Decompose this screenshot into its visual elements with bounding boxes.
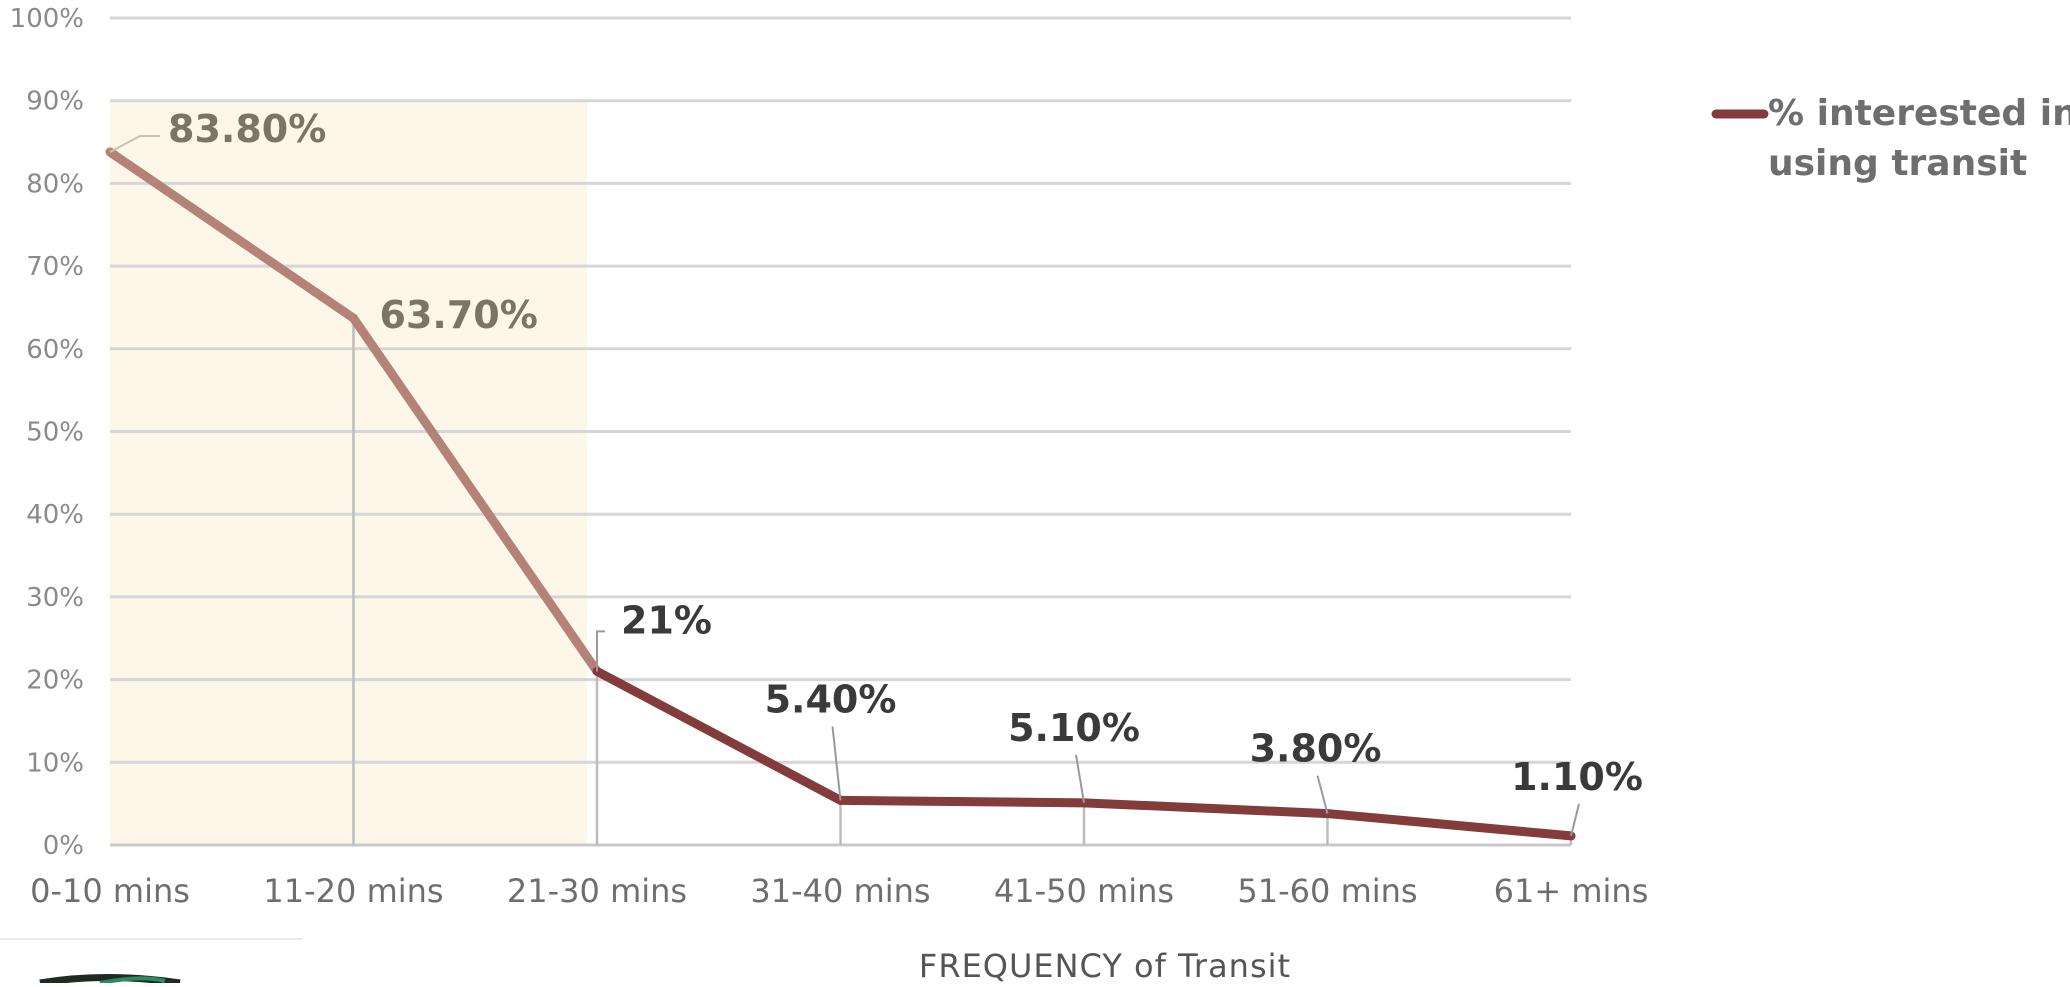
data-label: 5.40% [765, 677, 897, 721]
y-tick-label: 50% [26, 418, 84, 448]
series-layer [105, 147, 1576, 841]
series-line-segment [592, 666, 845, 805]
data-label-leader [1316, 775, 1329, 814]
legend-label: % interested in [1768, 93, 2070, 134]
data-label: 5.10% [1008, 706, 1140, 750]
x-axis-title: FREQUENCY of Transit [919, 947, 1291, 983]
axis-layer: 0% 10% 20% 30% 40% 50% 60% 70% 80% 90% 100% 0-10 mi… [10, 4, 1649, 985]
x-tick-label: 61+ mins [1494, 872, 1649, 910]
data-label: 63.70% [380, 293, 538, 337]
data-label-leader [1075, 754, 1085, 803]
y-tick-label: 80% [26, 169, 84, 199]
x-tick-label: 11-20 mins [263, 872, 443, 910]
x-tick-label: 21-30 mins [507, 872, 687, 910]
legend: % interested in using transit [1711, 93, 2070, 184]
data-label-leader [831, 726, 842, 801]
y-tick-label: 0% [43, 831, 84, 861]
x-tick-label: 0-10 mins [30, 872, 190, 910]
data-label-leader [596, 630, 605, 672]
highlight-layer [110, 100, 587, 845]
logo-fragment-accent [99, 976, 166, 985]
data-label: 1.10% [1511, 755, 1643, 799]
series-line-segment [105, 147, 358, 323]
data-label-leader [109, 134, 160, 153]
y-tick-label: 100% [10, 4, 84, 34]
y-tick-label: 30% [26, 583, 84, 613]
data-label-leader [1570, 803, 1580, 837]
data-labels-layer: 83.80% 63.70% 21% 5.40% 5.10% 3.80% 1.10% [109, 107, 1643, 837]
legend-label: using transit [1768, 143, 2027, 184]
series-line-segment [1323, 809, 1576, 841]
y-tick-label: 10% [26, 748, 84, 778]
series-line-segment [1079, 798, 1332, 819]
y-tick-label: 90% [26, 87, 84, 117]
x-tick-label: 31-40 mins [750, 872, 930, 910]
y-tick-label: 40% [26, 500, 84, 530]
y-tick-label: 60% [26, 335, 84, 365]
drop-lines-layer [352, 318, 1573, 845]
y-tick-label: 70% [26, 252, 84, 282]
series-line-segment [349, 313, 602, 676]
data-label: 83.80% [168, 107, 326, 151]
data-label: 21% [621, 598, 712, 642]
series-line-segment [836, 795, 1089, 808]
x-tick-label: 41-50 mins [994, 872, 1174, 910]
y-tick-label: 20% [26, 666, 84, 696]
x-tick-label: 51-60 mins [1237, 872, 1417, 910]
data-label: 3.80% [1250, 727, 1382, 771]
highlight-region [110, 100, 587, 845]
